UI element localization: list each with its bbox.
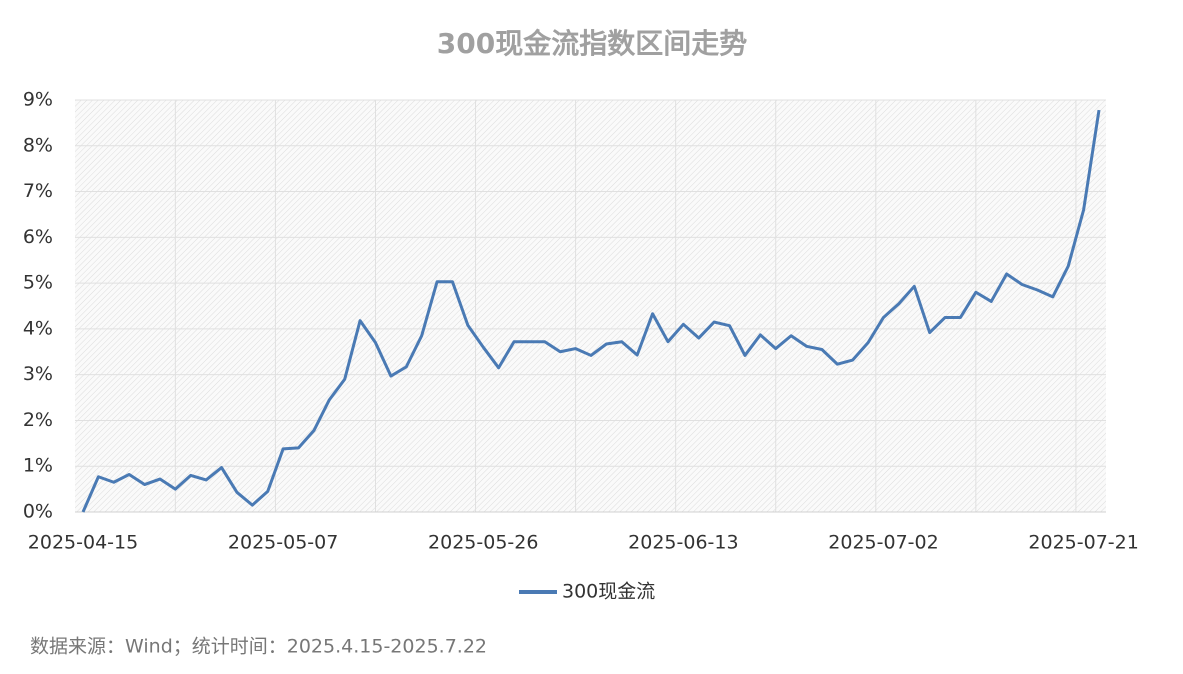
legend-label: 300现金流 xyxy=(562,581,655,603)
x-tick-label: 2025-07-21 xyxy=(1028,532,1138,554)
y-tick-label: 5% xyxy=(23,272,53,294)
y-tick-label: 9% xyxy=(23,89,53,111)
y-tick-label: 1% xyxy=(23,455,53,477)
y-tick-label: 0% xyxy=(23,501,53,523)
y-tick-label: 7% xyxy=(23,180,53,202)
x-tick-label: 2025-05-07 xyxy=(228,532,338,554)
y-tick-label: 8% xyxy=(23,134,53,156)
x-tick-label: 2025-04-15 xyxy=(28,532,138,554)
y-tick-label: 3% xyxy=(23,363,53,385)
note: 数据来源：Wind；统计时间：2025.4.15-2025.7.22 xyxy=(30,636,487,658)
data-line xyxy=(81,109,1101,513)
x-tick-label: 2025-07-02 xyxy=(828,532,938,554)
plot-area xyxy=(75,100,1106,512)
y-tick-label: 4% xyxy=(23,317,53,339)
y-tick-label: 2% xyxy=(23,409,53,431)
x-tick-label: 2025-06-13 xyxy=(628,532,738,554)
chart-title: 300现金流指数区间走势 xyxy=(437,27,747,60)
x-tick-label: 2025-05-26 xyxy=(428,532,538,554)
y-tick-label: 6% xyxy=(23,226,53,248)
